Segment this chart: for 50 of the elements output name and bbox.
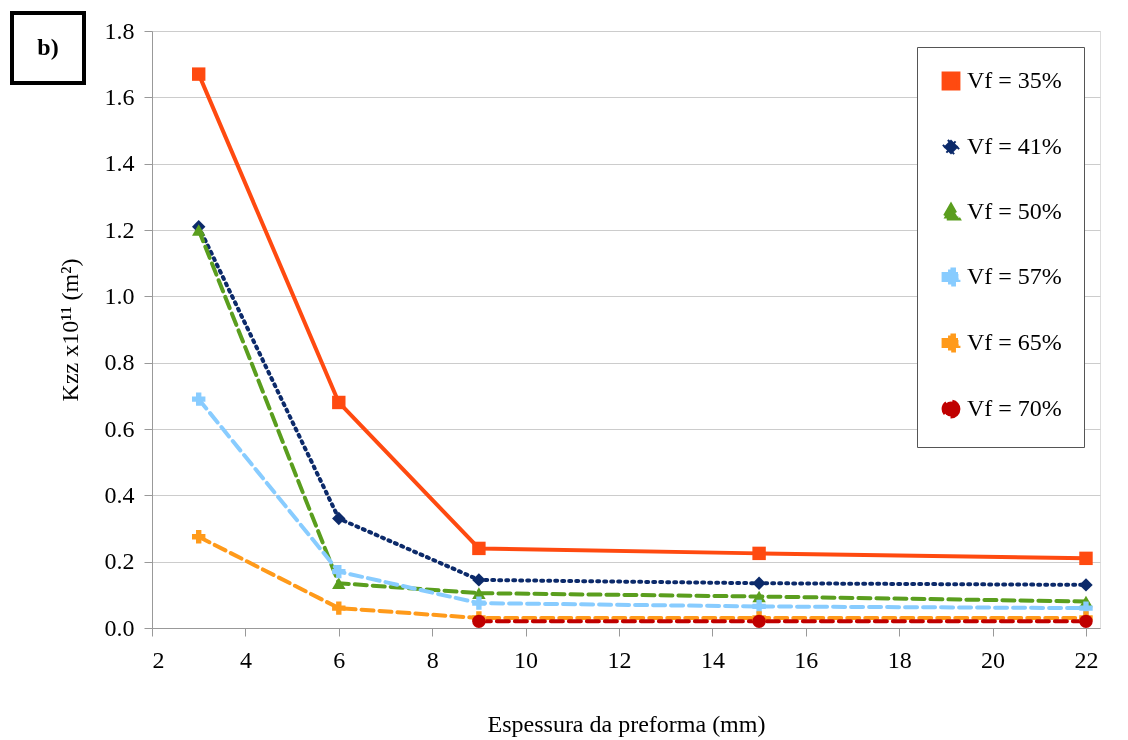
y-tick-label: 1.8 xyxy=(104,17,135,44)
x-tick-label: 22 xyxy=(1074,646,1099,673)
x-tick-label: 18 xyxy=(887,646,912,673)
legend-label: Vf = 65% xyxy=(967,329,1062,355)
y-tick-label: 0.6 xyxy=(104,415,135,442)
point xyxy=(1079,614,1093,629)
point xyxy=(472,573,486,587)
point xyxy=(191,530,206,544)
y-tick-label: 1.2 xyxy=(104,216,135,243)
point xyxy=(332,564,346,579)
point xyxy=(472,596,486,610)
point xyxy=(752,614,766,629)
point xyxy=(191,67,206,81)
point xyxy=(752,576,766,590)
y-tick-label: 1.6 xyxy=(104,83,135,110)
text: b) xyxy=(37,34,59,60)
point xyxy=(191,392,206,406)
point xyxy=(332,577,346,590)
point xyxy=(191,224,206,236)
y-tick-label: 1.4 xyxy=(104,150,135,177)
legend-label: Vf = 35% xyxy=(967,67,1062,93)
y-tick-label: 0.0 xyxy=(104,614,135,641)
y-tick-label: 1.0 xyxy=(104,282,135,309)
x-tick-label: 4 xyxy=(239,646,252,673)
point xyxy=(752,599,766,614)
point xyxy=(332,601,346,615)
legend-label: Vf = 57% xyxy=(967,263,1062,289)
point xyxy=(752,546,766,561)
point xyxy=(332,511,346,526)
x-tick-label: 12 xyxy=(607,646,632,673)
x-tick-label: 6 xyxy=(333,646,346,673)
point xyxy=(1079,578,1093,592)
legend-label: Vf = 41% xyxy=(967,133,1062,159)
x-tick-label: 2 xyxy=(152,646,165,673)
point xyxy=(472,541,486,556)
point xyxy=(332,395,346,410)
x-tick-label: 10 xyxy=(514,646,539,673)
x-axis-title: Espessura da preforma (mm) xyxy=(487,710,766,737)
x-tick-label: 20 xyxy=(981,646,1006,673)
y-axis-title: Kzz x10¹¹ (m²) xyxy=(56,258,83,402)
point xyxy=(1079,551,1093,566)
point xyxy=(472,614,486,629)
y-tick-label: 0.8 xyxy=(104,349,135,376)
x-tick-label: 8 xyxy=(426,646,439,673)
y-tick-label: 0.2 xyxy=(104,548,135,575)
y-tick-label: 0.4 xyxy=(104,481,135,508)
x-tick-label: 16 xyxy=(794,646,819,673)
legend-label: Vf = 50% xyxy=(967,198,1062,224)
legend-label: Vf = 70% xyxy=(967,395,1062,421)
x-tick-label: 14 xyxy=(700,646,725,673)
